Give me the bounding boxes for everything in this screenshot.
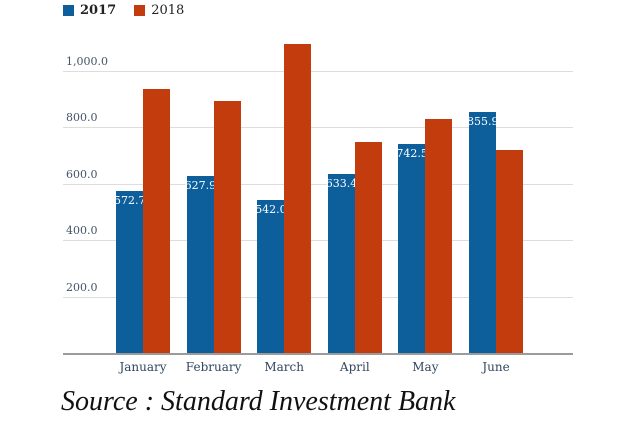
bar-value-label-april: 633.4 (325, 177, 358, 191)
bar-2018-may (425, 118, 453, 353)
bar-value-label-february: 627.9 (184, 178, 217, 192)
bar-2017-february (186, 175, 214, 353)
x-axis-label-june: June (482, 360, 510, 374)
legend: 2017 2018 (63, 4, 184, 17)
gridline-600 (63, 183, 573, 185)
x-axis-label-may: May (412, 360, 439, 374)
bar-2017-january (116, 191, 143, 353)
gridline-200 (63, 296, 573, 298)
y-axis-tick-label: 1,000.0 (66, 55, 108, 68)
bar-value-label-june: 855.9 (467, 114, 499, 128)
bar-2017-april (327, 174, 355, 353)
legend-label-2018: 2018 (151, 3, 185, 18)
y-axis-tick-label: 400.0 (66, 224, 98, 238)
bar-2017-march (257, 200, 285, 353)
legend-item-2018: 2018 (134, 4, 184, 17)
bar-value-label-may: 742.5 (396, 146, 428, 160)
gridline-1000 (63, 71, 573, 72)
bar-2017-may (398, 143, 426, 353)
x-axis-line (63, 353, 573, 355)
bar-2018-february (213, 100, 241, 353)
y-axis-tick-label: 200.0 (66, 280, 98, 294)
x-axis-label-january: January (119, 360, 167, 374)
gridline-800 (63, 127, 573, 129)
legend-swatch-2018-icon (134, 5, 146, 16)
y-axis-tick-label: 800.0 (66, 111, 98, 125)
legend-item-2017: 2017 (63, 4, 116, 17)
legend-label-2017: 2017 (80, 3, 117, 18)
x-axis-label-february: February (185, 360, 242, 374)
x-axis-label-march: March (264, 360, 304, 374)
bar-value-label-march: 542.0 (255, 203, 287, 217)
bar-2018-april (354, 141, 382, 353)
bar-2018-june (496, 149, 523, 353)
source-caption: Source : Standard Investment Bank (61, 386, 456, 417)
bar-value-label-january: 572.7 (114, 194, 146, 208)
x-axis-label-april: April (339, 360, 370, 374)
gridline-400 (63, 240, 573, 242)
bar-2017-june (469, 111, 496, 353)
bar-2018-january (143, 89, 170, 353)
bar-2018-march (284, 44, 312, 353)
y-axis-tick-label: 600.0 (66, 167, 98, 181)
legend-swatch-2017-icon (63, 5, 74, 16)
